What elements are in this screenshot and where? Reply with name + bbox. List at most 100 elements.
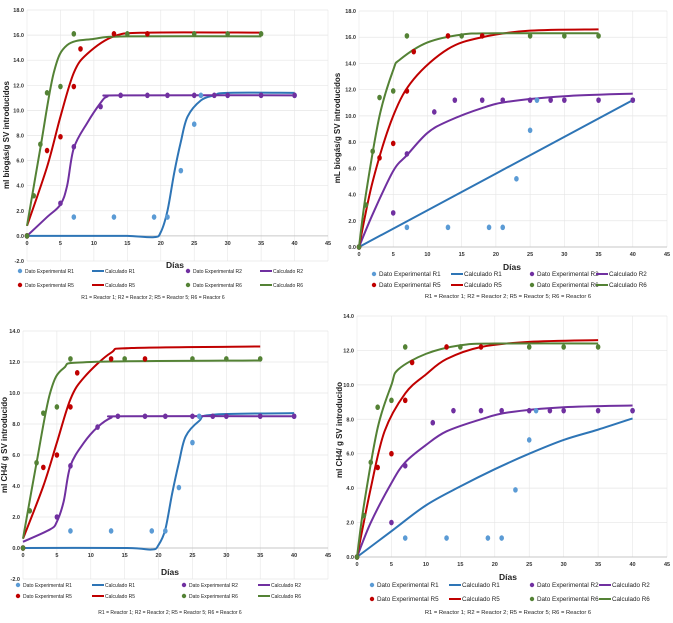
y-tick-label: -2.0: [11, 577, 20, 583]
data-point-r1: [404, 224, 410, 231]
data-point-r5: [444, 344, 449, 350]
data-point-r5: [142, 356, 148, 362]
y-tick-label: 6.0: [12, 453, 20, 459]
series-line-r5: [26, 31, 262, 227]
data-point-r2: [98, 103, 103, 110]
y-tick-label: 14.0: [13, 58, 24, 64]
legend-label: Dato Experimental R1: [23, 583, 72, 589]
data-point-r5: [74, 370, 80, 376]
data-point-r6: [375, 404, 380, 411]
y-tick-label: 0.0: [346, 555, 354, 561]
series-line-r5: [358, 28, 599, 248]
legend-item: Dato Experimental R1: [17, 268, 74, 275]
data-point-r1: [196, 413, 202, 420]
chart-panel-methane-sigmoid: -2.0 0.0 2.0 4.0 6.0 8.0 10.0 12.0 14.0 0 5 10 15 20 2…: [0, 329, 331, 616]
legend-label: Dato Experimental R2: [537, 582, 599, 589]
data-point-r1: [198, 92, 204, 99]
x-tick-label: 20: [155, 553, 161, 559]
legend-marker-r1: [15, 582, 21, 588]
data-point-r5: [445, 33, 451, 39]
data-point-r2: [211, 92, 217, 99]
legend-marker-r2: [529, 271, 535, 277]
legend-label: Dato Experimental R5: [379, 282, 441, 289]
legend-label: Calculado R6: [609, 282, 647, 289]
data-point-r2: [526, 407, 532, 414]
data-point-r6: [224, 356, 229, 362]
legend-marker-r1: [371, 271, 377, 277]
data-point-r6: [595, 344, 601, 350]
x-tick-label: 40: [629, 562, 635, 568]
x-tick-label: 15: [124, 241, 130, 247]
legend-item: Calculado R5: [451, 282, 502, 289]
legend-item: Calculado R1: [449, 582, 500, 589]
y-tick-label: 12.0: [13, 83, 24, 89]
legend-item: Calculado R5: [92, 594, 135, 600]
x-tick-label: 0: [21, 553, 24, 559]
x-tick-label: 15: [457, 562, 463, 568]
data-point-r2: [431, 109, 437, 115]
x-tick-label: 25: [527, 252, 533, 258]
legend-item: Dato Experimental R1: [371, 271, 441, 278]
data-point-r5: [41, 464, 46, 471]
data-point-r6: [34, 459, 39, 466]
data-point-r6: [354, 554, 360, 560]
legend-marker-r2: [529, 582, 535, 588]
data-point-r2: [562, 97, 567, 103]
data-point-r2: [115, 413, 121, 420]
data-point-r1: [191, 121, 197, 128]
data-point-r1: [513, 487, 518, 493]
x-tick-label: 5: [390, 562, 393, 568]
y-tick-label: 0.0: [348, 245, 356, 251]
x-tick-label: 10: [91, 241, 97, 247]
data-point-r6: [596, 33, 601, 39]
legend-item: Calculado R6: [596, 282, 647, 289]
legend-marker-r1: [17, 268, 23, 274]
series-line-r6: [356, 342, 599, 558]
legend-label: Calculado R2: [273, 269, 303, 275]
series-line-r2: [22, 415, 295, 543]
chart-panel-methane-first-order: 0.0 2.0 4.0 6.0 8.0 10.0 12.0 14.0 0 5 10 15 20 25 30 3…: [335, 314, 670, 616]
data-point-r2: [547, 407, 553, 414]
y-tick-label: 18.0: [345, 9, 356, 15]
data-point-r6: [527, 33, 533, 39]
x-tick-label: 15: [122, 553, 128, 559]
data-point-r6: [459, 33, 464, 39]
legend-item: Dato Experimental R2: [529, 582, 599, 589]
y-tick-label: 18.0: [13, 8, 24, 14]
data-point-r5: [78, 46, 83, 52]
legend-marker-r5: [371, 282, 377, 288]
legend-item: Calculado R2: [258, 583, 301, 589]
x-axis-label: Días: [499, 572, 517, 582]
data-point-r6: [38, 141, 43, 148]
data-point-r6: [458, 344, 463, 350]
series-line-r5: [22, 345, 261, 540]
y-tick-label: 0.0: [16, 234, 24, 240]
legend-marker-r6: [529, 282, 535, 288]
y-tick-label: 10.0: [9, 391, 20, 397]
data-point-r5: [54, 452, 60, 458]
legend-item: Dato Experimental R5: [369, 596, 439, 603]
data-point-r5: [404, 88, 410, 94]
data-point-r1: [190, 439, 195, 446]
series-line-r6: [358, 32, 599, 248]
data-point-r1: [402, 535, 408, 541]
data-point-r2: [95, 424, 100, 430]
data-point-r5: [389, 450, 394, 457]
x-tick-label: 45: [325, 241, 331, 247]
data-point-r6: [41, 410, 46, 416]
legend-marker-r6: [181, 593, 187, 599]
legend-item: Dato Experimental R2: [185, 268, 242, 275]
legend-item: Dato Experimental R2: [181, 582, 238, 589]
data-point-r1: [485, 535, 491, 541]
data-point-r6: [54, 404, 60, 410]
legend-item: Calculado R1: [451, 271, 502, 278]
legend-item: Dato Experimental R5: [371, 282, 441, 289]
data-point-r6: [370, 148, 375, 155]
legend-label: Calculado R5: [462, 596, 500, 603]
y-tick-label: 10.0: [345, 114, 356, 120]
series-line-r1: [358, 99, 634, 248]
x-tick-label: 40: [291, 553, 297, 559]
y-tick-label: 2.0: [346, 521, 354, 527]
x-axis-label: Días: [161, 567, 179, 577]
y-tick-label: 14.0: [9, 329, 20, 335]
